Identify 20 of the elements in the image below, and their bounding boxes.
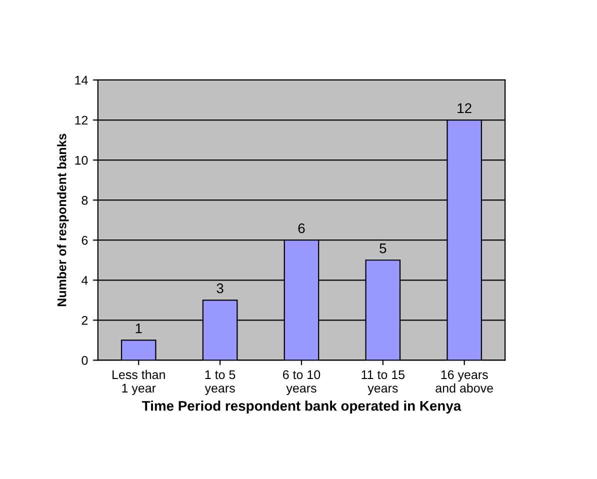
y-tick-label: 14 [75, 76, 88, 85]
x-tick-label: 11 to 15 years [362, 370, 405, 396]
x-axis-title: Time Period respondent bank operated in Kenya [142, 400, 462, 414]
y-tick-label: 2 [82, 316, 88, 325]
y-tick-label: 8 [82, 196, 88, 205]
x-tick-label: 6 to 10 years [283, 370, 320, 396]
x-tick-label: 1 to 5 years [204, 370, 236, 396]
y-tick-label: 10 [75, 156, 88, 165]
y-axis-title: Number of respondent banks [57, 134, 69, 306]
data-label: 3 [216, 283, 224, 294]
data-label: 12 [458, 103, 472, 113]
y-tick-label: 6 [82, 236, 88, 245]
data-label: 6 [298, 223, 305, 234]
y-tick-label: 12 [75, 116, 88, 125]
y-tick-label: 0 [82, 356, 88, 365]
x-tick-label: 16 years and above [436, 370, 493, 393]
data-label: 5 [380, 244, 386, 254]
y-tick-label: 4 [82, 276, 88, 285]
x-tick-label: Less than 1 year [112, 370, 165, 396]
data-label: 1 [136, 324, 142, 334]
